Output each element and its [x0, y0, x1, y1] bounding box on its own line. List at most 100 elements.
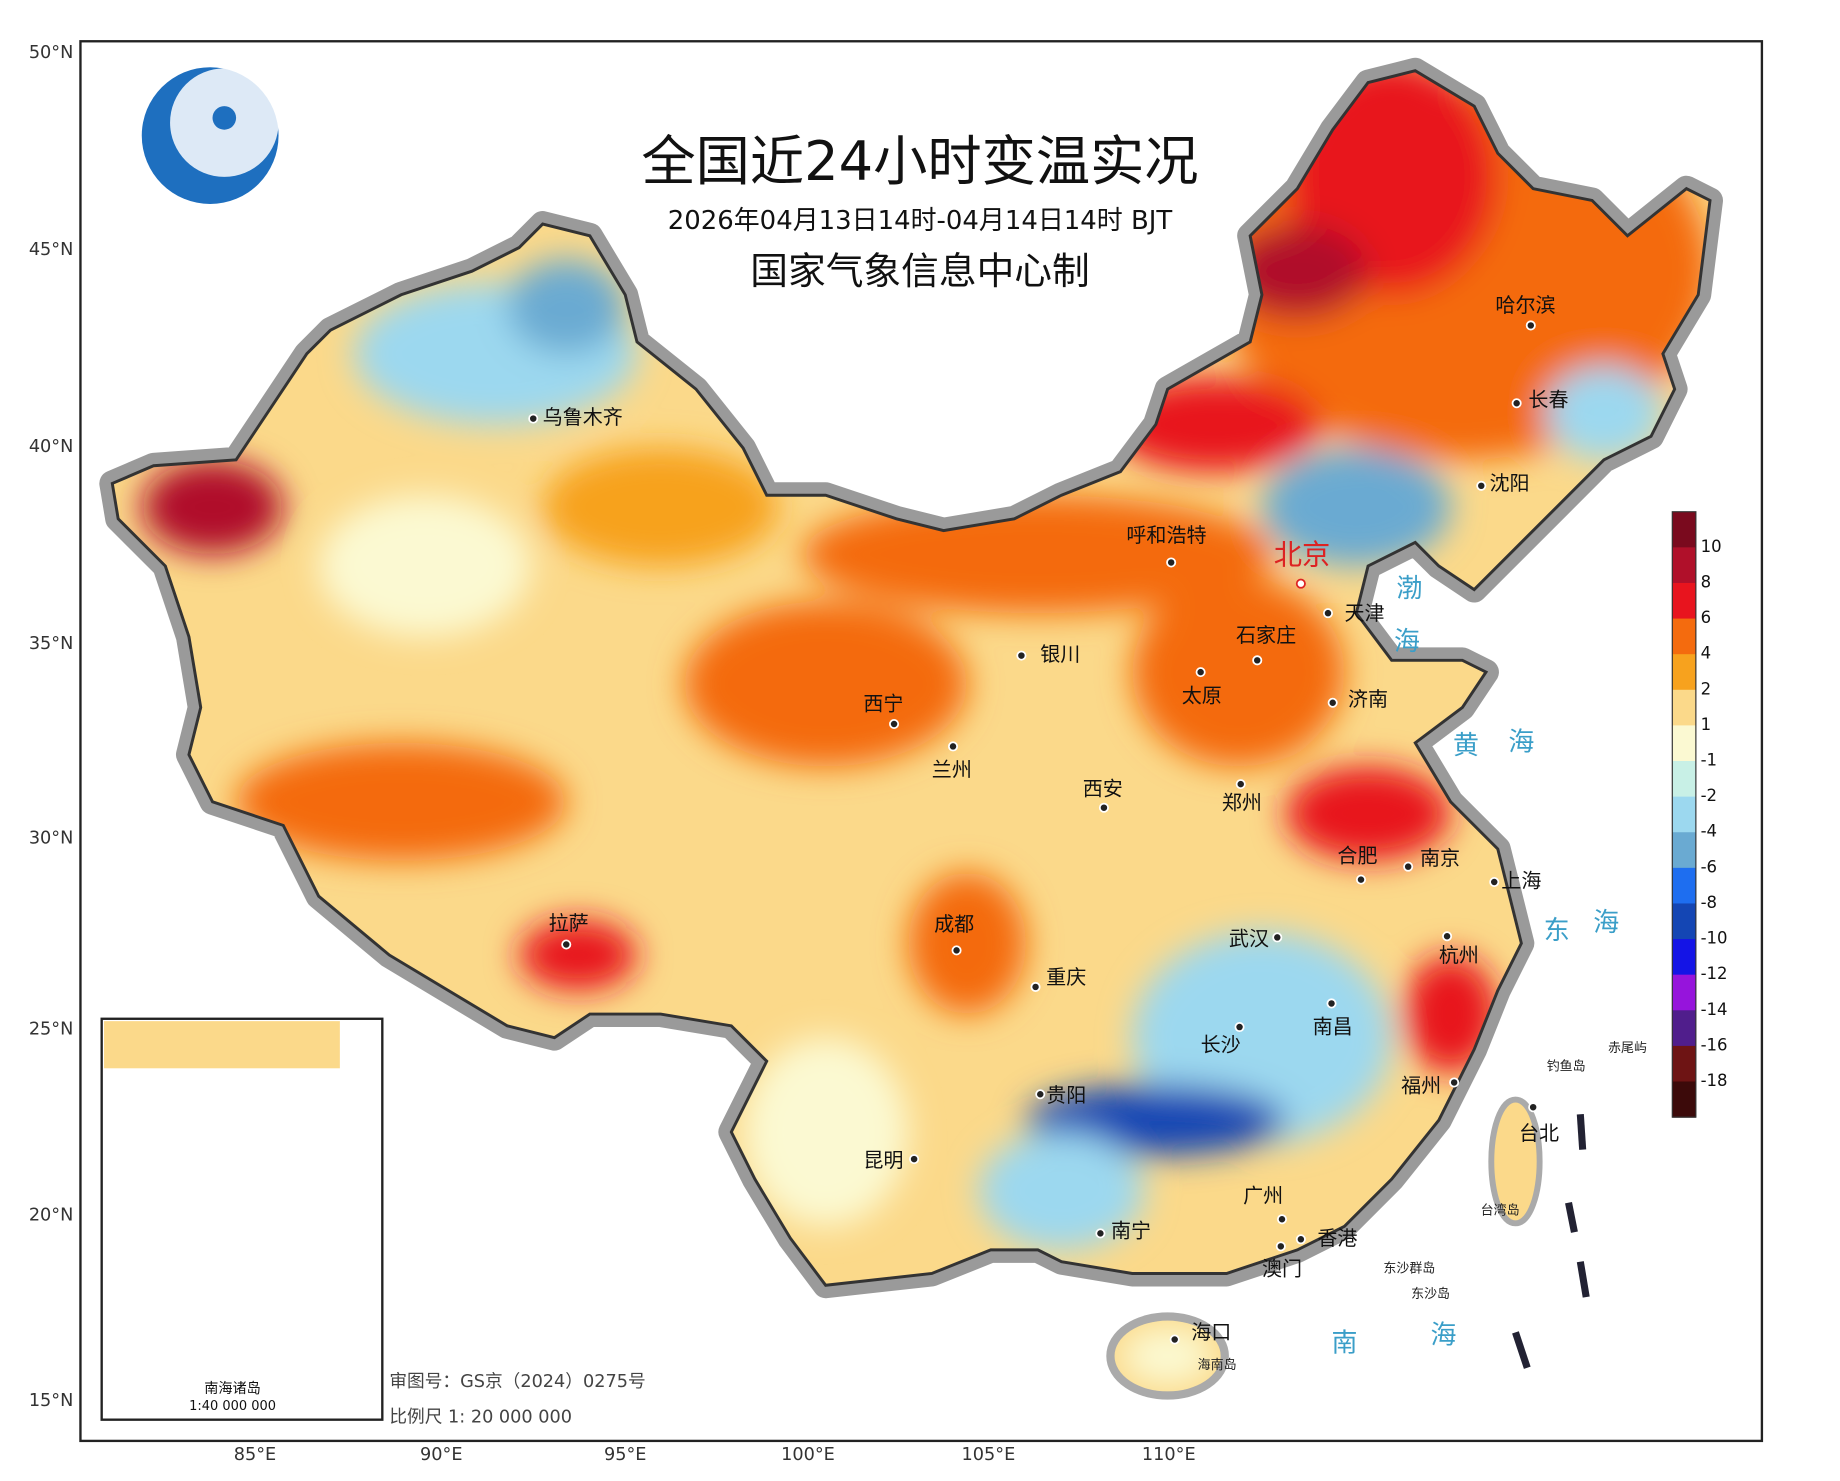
- city-marker: [1355, 874, 1367, 885]
- city-label: 合肥: [1337, 844, 1377, 868]
- review-number: 审图号：GS京（2024）0275号: [389, 1371, 645, 1392]
- lon-label: 95°E: [604, 1445, 647, 1465]
- city-marker: [1252, 655, 1263, 666]
- city-marker: [1095, 1228, 1106, 1239]
- city-label: 哈尔滨: [1495, 293, 1555, 317]
- city-label: 福州: [1401, 1074, 1441, 1098]
- city-label: 南宁: [1111, 1219, 1151, 1243]
- legend-swatch: [1672, 511, 1696, 548]
- lat-label: 40°N: [29, 437, 74, 457]
- city-label: 郑州: [1222, 791, 1262, 815]
- city-label: 成都: [934, 912, 974, 936]
- city-marker: [1489, 876, 1500, 888]
- island-label: 东沙岛: [1411, 1286, 1450, 1302]
- lon-label: 110°E: [1142, 1445, 1196, 1465]
- city-marker: [1276, 1214, 1288, 1225]
- city-label: 贵阳: [1046, 1083, 1086, 1107]
- sea-label: 海: [1508, 727, 1534, 757]
- nine-dash-line: [1512, 1114, 1590, 1369]
- sea-label: 渤: [1396, 574, 1422, 604]
- legend-label: -1: [1701, 751, 1717, 770]
- city-marker: [1295, 1234, 1306, 1245]
- lat-label: 45°N: [29, 240, 74, 260]
- city-label: 西安: [1083, 777, 1123, 801]
- city-label: 济南: [1348, 687, 1388, 711]
- city-marker: [1525, 320, 1536, 331]
- city-label: 香港: [1317, 1226, 1357, 1250]
- legend-swatch: [1672, 867, 1696, 905]
- legend-label: 1: [1701, 715, 1711, 734]
- legend-frame: [1671, 511, 1697, 1118]
- city-label: 长春: [1528, 387, 1568, 411]
- map-scale: 比例尺 1: 20 000 000: [389, 1406, 572, 1427]
- inset-title: 南海诸岛: [204, 1381, 261, 1397]
- city-marker: [1235, 779, 1246, 790]
- lat-label: 35°N: [29, 634, 74, 654]
- lon-label: 90°E: [420, 1445, 463, 1465]
- island-label: 东沙群岛: [1383, 1260, 1435, 1276]
- lat-label: 25°N: [29, 1019, 74, 1039]
- city-marker: [1528, 1102, 1539, 1113]
- legend-swatch: [1672, 547, 1696, 584]
- city-marker: [1326, 998, 1337, 1009]
- legend-label: -14: [1701, 1000, 1728, 1019]
- legend-swatch: [1672, 689, 1696, 726]
- lat-label: 15°N: [29, 1391, 74, 1411]
- city-marker: [1169, 1334, 1180, 1345]
- subtitle: 2026年04月13日14时-04月14日14时 BJT: [668, 206, 1173, 236]
- legend-label: -8: [1701, 893, 1717, 912]
- city-label: 南京: [1420, 846, 1460, 870]
- legend-swatch: [1672, 654, 1696, 691]
- lon-label: 100°E: [781, 1445, 835, 1465]
- legend-swatch: [1672, 974, 1696, 1011]
- lat-label: 30°N: [29, 828, 74, 848]
- city-marker: [1295, 578, 1306, 589]
- city-marker: [1511, 398, 1522, 409]
- city-marker: [561, 939, 572, 950]
- island-label: 赤尾屿: [1608, 1041, 1647, 1056]
- city-label: 石家庄: [1236, 623, 1296, 647]
- city-label: 海口: [1191, 1320, 1231, 1344]
- inset-land: [104, 1021, 340, 1069]
- legend-label: 2: [1701, 679, 1711, 698]
- legend-label: 8: [1701, 572, 1711, 591]
- legend-swatch: [1672, 1010, 1696, 1047]
- legend-label: -2: [1701, 786, 1717, 805]
- legend-swatch: [1672, 618, 1696, 655]
- legend-label: -12: [1701, 964, 1728, 983]
- title: 全国近24小时变温实况: [641, 130, 1198, 193]
- city-label: 北京: [1274, 539, 1331, 572]
- city-marker: [948, 741, 959, 752]
- lat-label: 20°N: [29, 1206, 74, 1226]
- city-label: 重庆: [1046, 965, 1086, 989]
- city-label: 呼和浩特: [1126, 523, 1206, 547]
- inset-frame: [100, 1017, 384, 1421]
- legend-swatch: [1672, 903, 1696, 940]
- island-label: 海南岛: [1198, 1357, 1237, 1373]
- city-label: 拉萨: [549, 911, 589, 935]
- legend-label: 4: [1701, 644, 1711, 663]
- sea-label: 海: [1394, 627, 1420, 657]
- legend-label: 6: [1701, 608, 1711, 627]
- city-label: 南昌: [1313, 1015, 1353, 1039]
- city-marker: [1166, 557, 1177, 568]
- city-label: 台北: [1519, 1121, 1559, 1145]
- logo: [141, 67, 279, 204]
- city-marker: [1098, 802, 1109, 813]
- city-label: 银川: [1040, 642, 1080, 666]
- city-label: 乌鲁木齐: [543, 405, 623, 429]
- sea-label: 海: [1431, 1320, 1457, 1350]
- city-marker: [1476, 480, 1487, 491]
- sea-label: 黄: [1453, 731, 1479, 761]
- sea-label: 海: [1593, 908, 1619, 938]
- island-label: 台湾岛: [1481, 1202, 1520, 1218]
- city-marker: [889, 718, 900, 730]
- legend-swatch: [1672, 725, 1696, 762]
- producer: 国家气象信息中心制: [750, 249, 1089, 293]
- legend-label: -16: [1701, 1035, 1728, 1054]
- sea-label: 南: [1332, 1329, 1358, 1359]
- legend-swatch: [1672, 761, 1696, 798]
- city-label: 沈阳: [1490, 471, 1530, 495]
